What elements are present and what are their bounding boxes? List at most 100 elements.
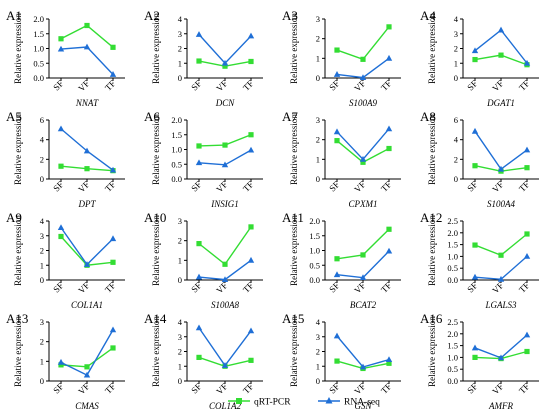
data-point-qrt-pcr: [472, 56, 478, 63]
x-tick-label: VF: [76, 78, 91, 93]
y-tick-label: 1.5: [309, 231, 320, 241]
data-point-rna-seq: [83, 371, 91, 378]
panel-label: A5: [6, 109, 22, 124]
series-line-qrt-pcr: [198, 226, 252, 266]
y-axis-label: Relative expression: [289, 114, 299, 185]
y-axis-label: Relative expression: [151, 316, 161, 387]
y-tick-label: 2: [178, 236, 182, 246]
y-tick-label: 2: [454, 44, 458, 54]
y-tick-label: 1: [316, 154, 320, 164]
gene-label: CPXM1: [349, 199, 378, 209]
x-tick-label: SF: [51, 78, 65, 92]
x-tick-label: VF: [352, 280, 367, 295]
x-tick-label: TF: [103, 78, 118, 93]
gene-label: CMAS: [75, 401, 99, 411]
gene-label: DCN: [215, 98, 236, 108]
y-tick-label: 2.0: [171, 115, 182, 125]
data-point-rna-seq: [109, 235, 117, 242]
data-point-rna-seq: [471, 273, 479, 280]
y-tick-label: 1: [316, 53, 320, 63]
data-point-rna-seq: [109, 71, 117, 77]
data-point-qrt-pcr: [222, 142, 228, 148]
data-point-rna-seq: [247, 146, 255, 153]
y-tick-label: 4: [40, 135, 45, 145]
y-tick-label: 2.0: [309, 216, 320, 226]
data-point-rna-seq: [385, 54, 393, 61]
gene-label: DGAT1: [486, 98, 515, 108]
y-tick-label: 2: [178, 44, 182, 54]
data-point-qrt-pcr: [110, 345, 116, 351]
data-point-rna-seq: [471, 47, 479, 54]
data-point-qrt-pcr: [334, 47, 340, 53]
y-tick-label: 0: [40, 174, 44, 184]
gene-label: GSN: [354, 401, 372, 411]
y-tick-label: 2: [178, 347, 182, 357]
y-tick-label: 0: [178, 275, 182, 285]
x-tick-label: SF: [189, 78, 203, 92]
legend-label: qRT-PCR: [254, 398, 291, 408]
panel-label: A6: [144, 109, 160, 124]
y-tick-label: 0: [178, 73, 182, 83]
x-tick-label: SF: [465, 280, 479, 294]
x-tick-label: TF: [241, 78, 256, 93]
x-tick-label: VF: [76, 381, 91, 396]
data-point-qrt-pcr: [524, 348, 530, 355]
x-tick-label: TF: [379, 78, 394, 93]
x-tick-label: TF: [103, 381, 118, 396]
y-tick-label: 3: [40, 231, 44, 241]
y-tick-label: 3: [40, 317, 44, 327]
data-point-rna-seq: [359, 155, 367, 162]
x-tick-label: SF: [465, 78, 479, 92]
panel-label: A8: [420, 109, 436, 124]
x-tick-label: SF: [465, 179, 479, 193]
data-point-rna-seq: [333, 332, 341, 339]
data-point-qrt-pcr: [248, 224, 254, 230]
data-point-qrt-pcr: [386, 24, 392, 30]
data-point-qrt-pcr: [196, 58, 202, 64]
data-point-rna-seq: [359, 74, 367, 81]
y-axis-label: Relative expression: [427, 215, 437, 286]
x-tick-label: SF: [327, 78, 341, 92]
y-tick-label: 0: [454, 73, 458, 83]
y-tick-label: 4: [40, 216, 45, 226]
x-tick-label: TF: [379, 280, 394, 295]
legend-marker-square: [236, 398, 242, 404]
data-point-rna-seq: [333, 71, 341, 77]
gene-label: NNAT: [75, 98, 99, 108]
panel-label: A14: [144, 311, 167, 326]
panel-label: A2: [144, 8, 160, 23]
gene-label: INSIG1: [210, 199, 239, 209]
y-tick-label: 1: [178, 58, 182, 68]
gene-label: S100A9: [349, 98, 377, 108]
y-axis-label: Relative expression: [13, 316, 23, 387]
gene-label: DPT: [77, 199, 96, 209]
data-point-rna-seq: [221, 161, 229, 168]
data-point-rna-seq: [57, 358, 65, 365]
series-line-rna-seq: [60, 46, 114, 75]
series-line-qrt-pcr: [60, 236, 114, 266]
data-point-rna-seq: [221, 59, 229, 66]
data-point-qrt-pcr: [360, 252, 366, 258]
y-axis-label: Relative expression: [289, 13, 299, 84]
y-tick-label: 0.5: [447, 263, 458, 273]
y-axis-label: Relative expression: [427, 316, 437, 387]
y-tick-label: 2.0: [33, 14, 44, 24]
y-tick-label: 1.0: [33, 44, 44, 54]
panel-label: A16: [420, 311, 443, 326]
y-tick-label: 0: [316, 376, 320, 386]
series-line-rna-seq: [474, 255, 528, 281]
x-tick-label: SF: [327, 381, 341, 395]
y-tick-label: 1.5: [447, 341, 458, 351]
legend-label: RNA-seq: [344, 398, 380, 408]
y-tick-label: 0: [178, 376, 182, 386]
x-tick-label: TF: [517, 280, 532, 295]
